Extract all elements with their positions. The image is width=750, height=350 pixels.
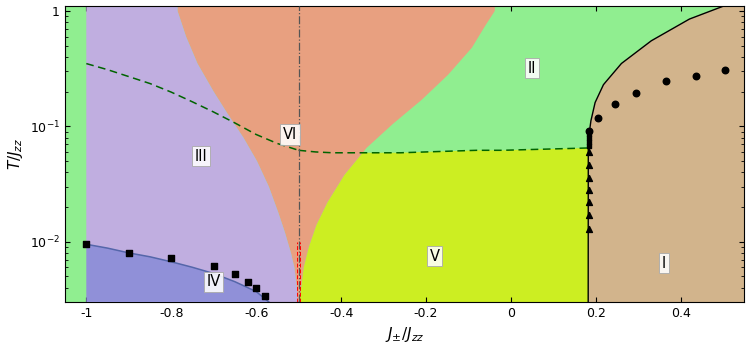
Point <box>630 90 642 96</box>
Polygon shape <box>86 6 298 350</box>
Text: I: I <box>662 256 666 271</box>
Point <box>584 135 596 141</box>
Point <box>584 149 596 155</box>
Point <box>584 199 596 205</box>
Point <box>259 293 271 299</box>
Polygon shape <box>298 148 590 302</box>
Point <box>689 73 701 78</box>
Point <box>267 304 279 310</box>
Point <box>584 162 596 168</box>
Polygon shape <box>178 6 495 302</box>
X-axis label: $J_{\pm}/J_{zz}$: $J_{\pm}/J_{zz}$ <box>385 326 424 344</box>
Text: IV: IV <box>206 274 220 289</box>
Point <box>584 226 596 231</box>
Point <box>584 139 596 145</box>
Point <box>282 341 294 347</box>
Point <box>80 241 92 247</box>
Point <box>584 175 596 180</box>
Point <box>278 328 290 333</box>
Text: VI: VI <box>283 127 297 142</box>
Point <box>719 68 731 73</box>
Y-axis label: $T/J_{zz}$: $T/J_{zz}$ <box>5 138 25 170</box>
Point <box>242 279 254 285</box>
Point <box>584 187 596 193</box>
Point <box>609 102 621 107</box>
Point <box>660 79 672 84</box>
Text: V: V <box>430 248 439 264</box>
Point <box>584 212 596 218</box>
Polygon shape <box>588 6 748 302</box>
Point <box>584 128 596 133</box>
Point <box>592 115 604 121</box>
Text: III: III <box>194 149 207 164</box>
Point <box>208 263 220 268</box>
Point <box>274 315 286 320</box>
Polygon shape <box>86 244 298 350</box>
Point <box>251 285 262 290</box>
Point <box>584 132 596 137</box>
Point <box>123 250 135 256</box>
Point <box>229 272 241 277</box>
Point <box>584 143 596 148</box>
Text: II: II <box>528 61 536 76</box>
Point <box>165 256 177 261</box>
